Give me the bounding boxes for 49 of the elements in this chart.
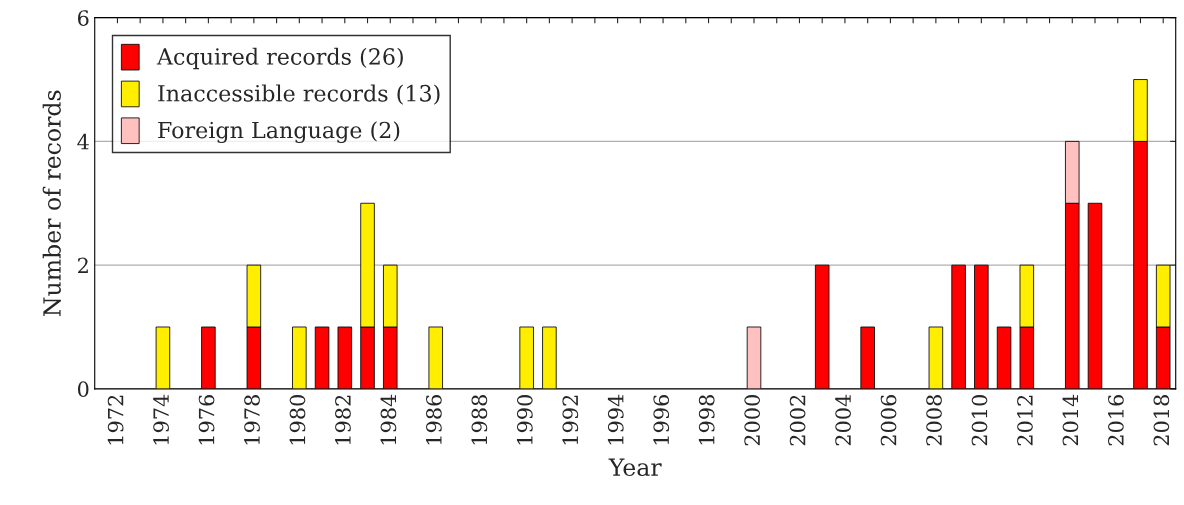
x-tick-label: 1994 — [607, 394, 624, 445]
x-tick-label: 2016 — [1108, 395, 1124, 446]
x-tick-label: 2018 — [1153, 395, 1170, 446]
x-axis-title: Year — [608, 458, 662, 477]
bar — [974, 264, 989, 389]
y-axis-title: Number of records — [42, 90, 61, 317]
x-tick-label: 2002 — [789, 395, 806, 446]
bar — [314, 326, 330, 389]
x-tick-label: 2006 — [880, 395, 897, 446]
bar — [428, 326, 443, 389]
x-tick-label: 1990 — [516, 395, 533, 445]
bar — [928, 326, 944, 389]
x-tick-label: 1978 — [244, 395, 260, 445]
y-tick-label: 2 — [78, 257, 88, 274]
x-tick-label: 1998 — [698, 395, 715, 445]
bar — [519, 326, 534, 389]
x-tick-label: 1980 — [289, 395, 306, 445]
x-tick-label: 1986 — [426, 395, 442, 445]
x-tick-label: 1988 — [471, 395, 488, 445]
x-tick-label: 1992 — [562, 395, 579, 445]
bar — [951, 264, 966, 389]
bar — [860, 326, 875, 389]
legend-label: Foreign Language (2) — [158, 121, 400, 144]
bar — [814, 264, 830, 389]
x-tick-label: 2014 — [1062, 394, 1079, 446]
x-tick-label: 1984 — [380, 394, 397, 445]
x-tick-label: 1996 — [653, 395, 670, 445]
legend-label: Inaccessible records (13) — [158, 84, 440, 105]
x-tick-label: 1982 — [335, 395, 351, 445]
x-tick-label: 1974 — [153, 394, 169, 445]
x-tick-label: 2008 — [926, 395, 942, 446]
bar — [996, 326, 1012, 389]
legend-label: Acquired records (26) — [156, 47, 403, 70]
y-tick-label: 0 — [77, 381, 89, 398]
bar — [292, 326, 307, 389]
bar — [542, 326, 557, 389]
x-tick-label: 1972 — [107, 395, 124, 445]
y-tick-label: 4 — [77, 133, 89, 150]
x-tick-label: 2012 — [1017, 395, 1033, 446]
bar — [155, 326, 171, 389]
bar — [1087, 202, 1103, 389]
bar — [337, 326, 353, 389]
bar — [201, 326, 216, 389]
bar — [746, 326, 762, 389]
x-tick-label: 2010 — [971, 395, 988, 446]
x-tick-label: 2004 — [835, 394, 851, 446]
y-tick-label: 6 — [78, 10, 89, 26]
x-tick-label: 2000 — [744, 395, 761, 446]
x-tick-label: 1976 — [198, 395, 215, 445]
